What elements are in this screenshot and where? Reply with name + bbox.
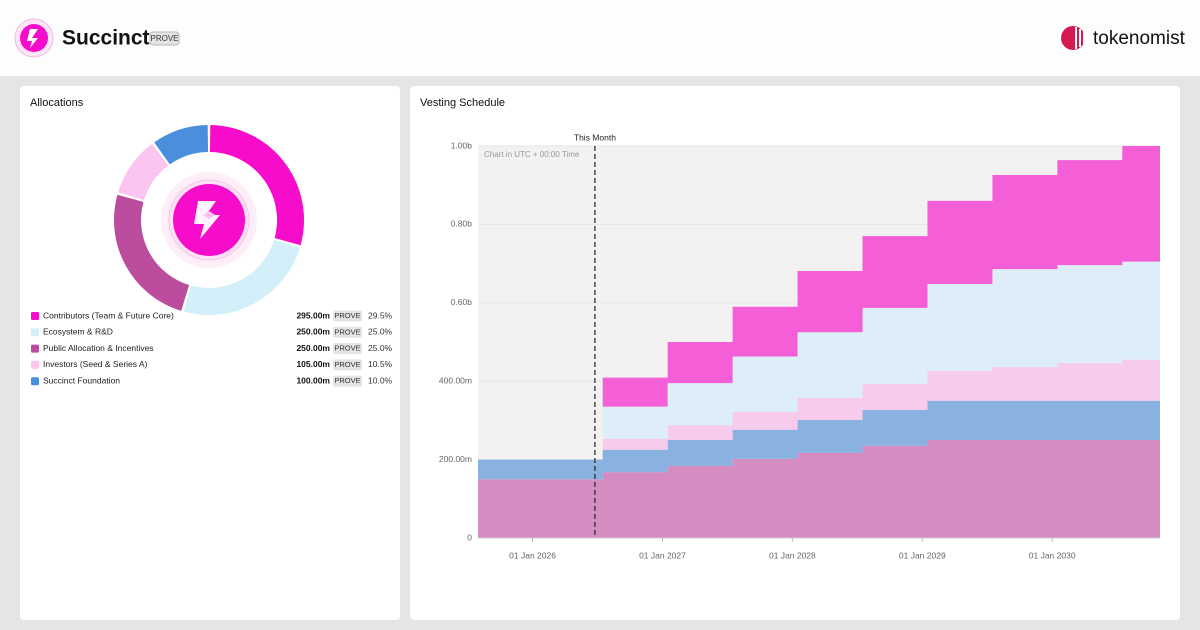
legend-percent: 10.5%	[368, 359, 393, 369]
vesting-area	[478, 261, 1160, 460]
donut-segment	[183, 239, 300, 315]
legend-percent: 10.0%	[368, 375, 393, 385]
x-tick-label: 01 Jan 2030	[1029, 550, 1076, 560]
brand: tokenomist	[1093, 28, 1186, 49]
brand-logo	[1061, 26, 1085, 50]
header-bar	[0, 0, 1200, 76]
legend-badge	[333, 310, 362, 322]
x-tick-label: 01 Jan 2028	[769, 550, 816, 560]
donut-segment	[118, 143, 169, 201]
legend-label: Contributors (Team & Future Core)	[43, 310, 174, 320]
legend-amount: 250.00m	[296, 327, 330, 337]
legend-amount: 295.00m	[296, 310, 330, 320]
symbol: PROVE	[150, 34, 178, 43]
vesting-area	[478, 440, 1160, 538]
legend-amount: 250.00m	[296, 343, 330, 353]
panel-title: Vesting Schedule	[420, 97, 505, 109]
legend-label: Investors (Seed & Series A)	[43, 359, 148, 369]
legend-symbol: PROVE	[334, 360, 360, 369]
legend-amount: 100.00m	[296, 375, 330, 385]
legend-swatch	[31, 312, 39, 320]
legend-badge	[333, 359, 362, 371]
x-tick-label: 01 Jan 2026	[509, 550, 556, 560]
y-tick-label: 0.80b	[451, 219, 473, 229]
donut-center-logo	[161, 172, 257, 268]
legend-label: Ecosystem & R&D	[43, 327, 113, 337]
project-logo	[14, 18, 54, 58]
panel-title: Allocations	[30, 97, 84, 109]
project-title: Succinct	[62, 27, 150, 50]
y-tick-label: 400.00m	[439, 375, 472, 385]
legend-symbol: PROVE	[334, 311, 360, 320]
legend-symbol: PROVE	[334, 376, 360, 385]
legend-label: Public Allocation & Incentives	[43, 343, 154, 353]
vesting-area	[478, 359, 1160, 460]
legend-symbol: PROVE	[334, 344, 360, 353]
legend-swatch	[31, 328, 39, 337]
donut-segment	[113, 194, 190, 311]
legend-label: Succinct Foundation	[43, 375, 120, 385]
legend-percent: 25.0%	[368, 327, 393, 337]
y-tick-label: 0	[467, 532, 472, 542]
vesting-area	[478, 400, 1160, 480]
legend-percent: 25.0%	[368, 343, 393, 353]
x-tick-label: 01 Jan 2029	[899, 550, 946, 560]
y-tick-label: 200.00m	[439, 454, 472, 464]
legend-badge	[333, 326, 362, 338]
legend-swatch	[31, 377, 39, 386]
donut-segment	[154, 125, 209, 165]
legend-badge	[333, 343, 362, 355]
legend-percent: 29.5%	[368, 310, 393, 320]
legend-symbol: PROVE	[334, 327, 360, 336]
annotation-label: This Month	[574, 132, 616, 142]
legend-amount: 105.00m	[296, 359, 330, 369]
chart-note: Chart in UTC + 00:00 Time	[484, 150, 580, 159]
legend-swatch	[31, 344, 39, 353]
legend-swatch	[31, 360, 39, 369]
x-tick-label: 01 Jan 2027	[639, 550, 686, 560]
symbol-badge	[149, 31, 180, 46]
donut-segment	[209, 125, 304, 246]
legend-badge	[333, 375, 362, 387]
y-tick-label: 0.60b	[451, 297, 473, 307]
y-tick-label: 1.00b	[451, 140, 473, 150]
vesting-area	[478, 146, 1160, 460]
